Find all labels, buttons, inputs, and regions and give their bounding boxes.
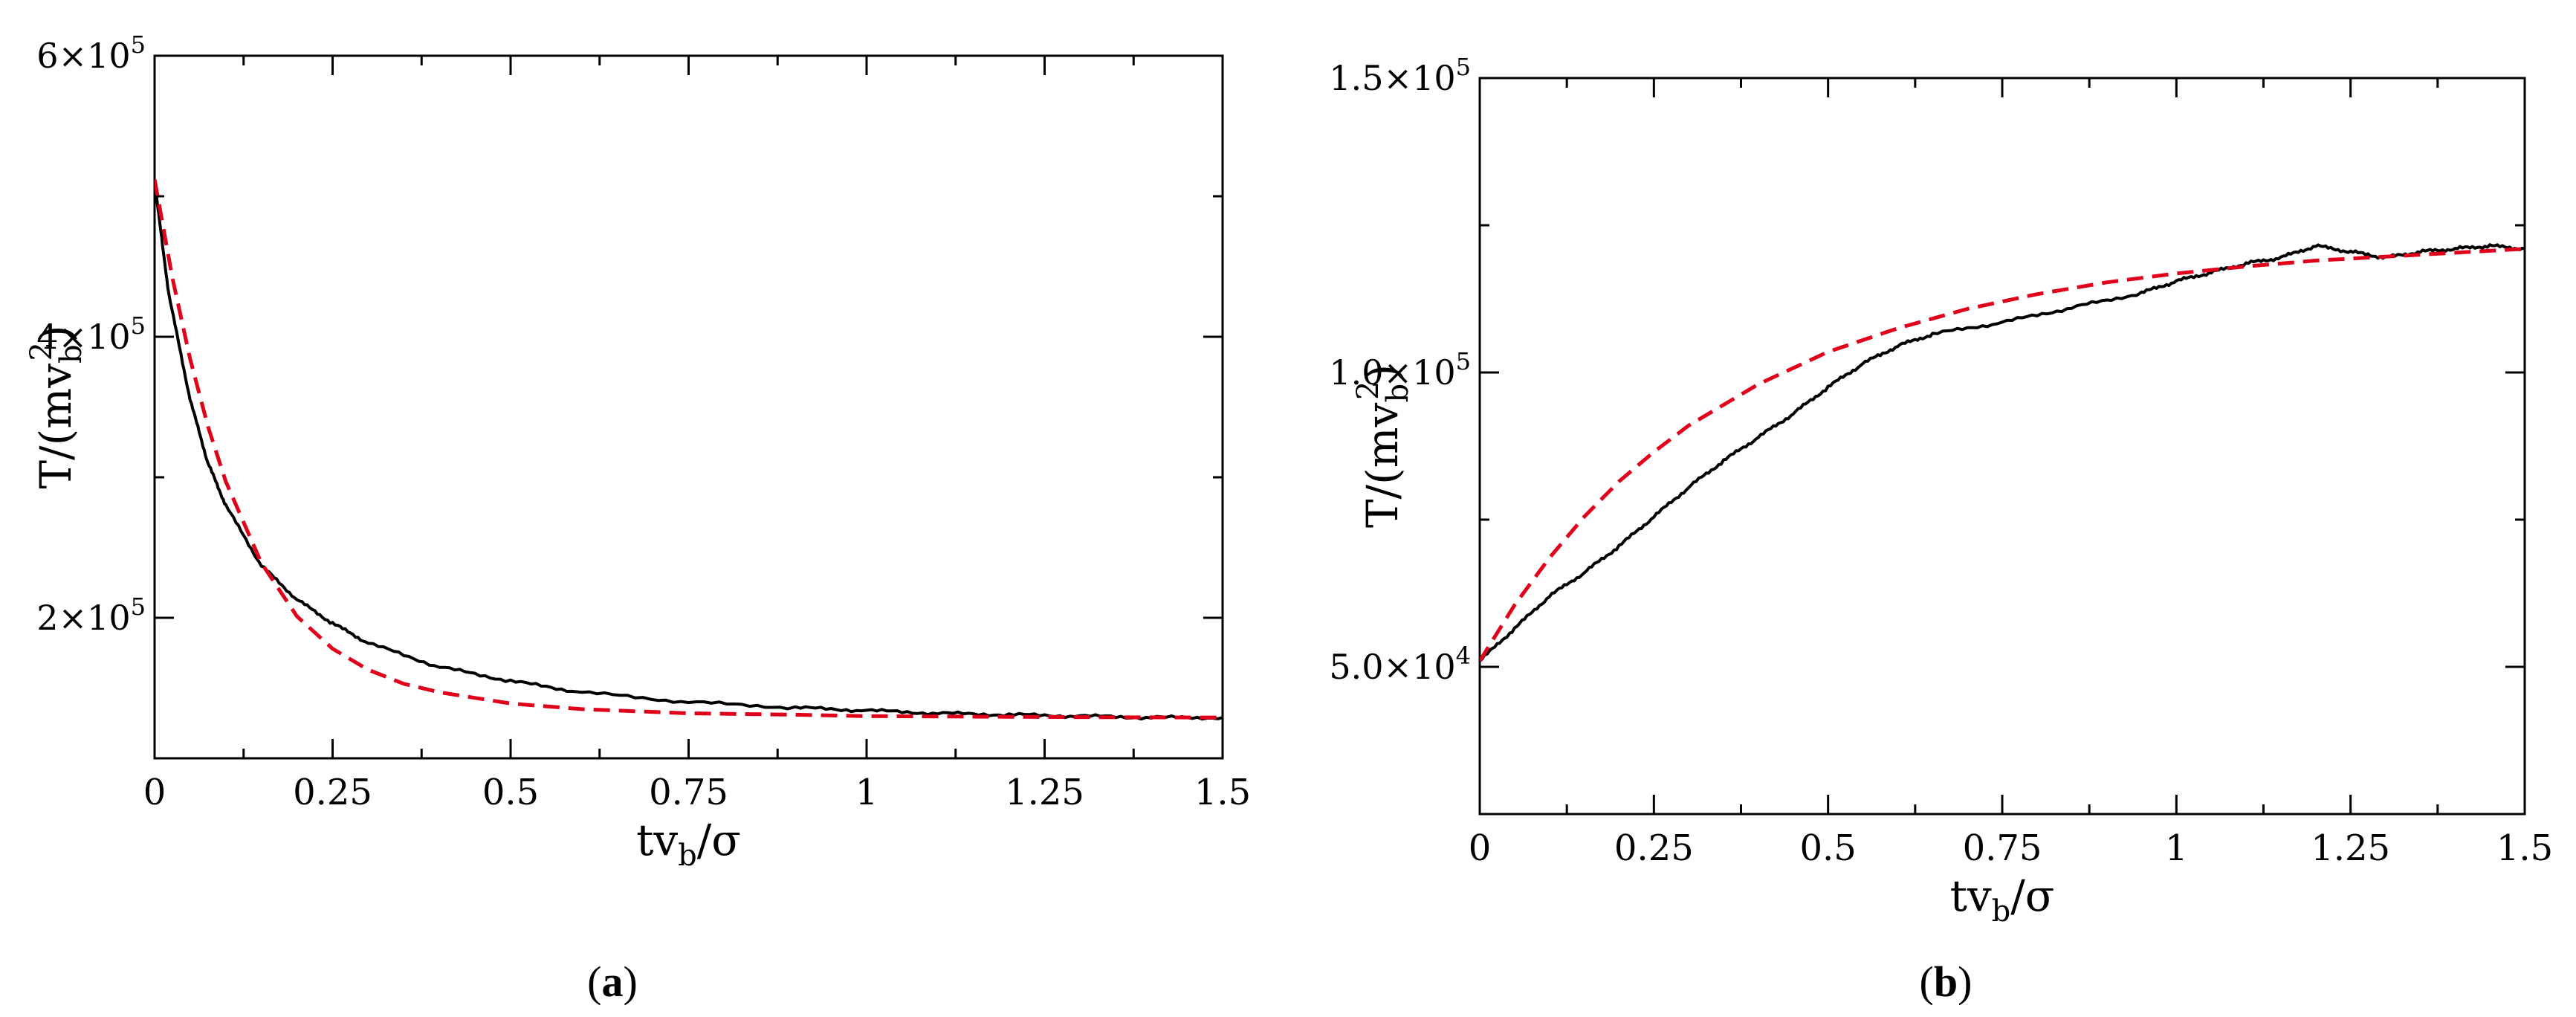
y-tick-label: 5.0×104 [1329, 642, 1471, 687]
x-tick-label: 0.5 [1799, 827, 1856, 869]
y-tick-label: 6×105 [36, 30, 146, 76]
series-line-solid [155, 181, 1223, 721]
y-tick-label: 2×105 [36, 593, 146, 638]
x-tick-label: 0.5 [482, 772, 539, 813]
x-axis-label: tvb/σ [636, 815, 741, 873]
x-axis-label: tvb/σ [1950, 871, 2055, 929]
x-tick-label: 0.25 [1614, 827, 1694, 869]
y-axis-label: T/(mvb2) [25, 325, 88, 488]
panel-b: 0 0.25 0.5 0.75 1 1.25 1.5 5.0×104 1.0×105 1.5×10… [1329, 53, 2553, 1006]
series-line-solid [1480, 243, 2525, 662]
y-tick-label: 1.0×105 [1329, 347, 1471, 393]
x-tick-label: 0.75 [1963, 827, 2042, 869]
x-tick-label: 1.25 [1005, 772, 1084, 813]
series-line-dashed [1480, 247, 2525, 662]
x-tick-label: 0.75 [649, 772, 728, 813]
x-tick-label: 1.25 [2311, 827, 2390, 869]
panel-label: (a) [587, 958, 638, 1006]
panel-label: (b) [1920, 958, 1973, 1006]
x-tick-label: 1.5 [1194, 772, 1251, 813]
x-tick-label: 0 [143, 772, 166, 813]
panel-a: 0 0.25 0.5 0.75 1 1.25 1.5 2×105 4×105 6×105 tvb/σ… [25, 30, 1251, 1006]
y-axis-label: T/(mvb2) [1351, 364, 1415, 528]
x-tick-label: 0.25 [293, 772, 372, 813]
series-line-dashed [155, 178, 1223, 720]
plot-frame [1478, 77, 2526, 816]
x-tick-label: 1 [2165, 827, 2188, 869]
plot-frame [153, 54, 1224, 760]
y-tick-label: 4×105 [36, 311, 146, 357]
x-tick-label: 1.5 [2496, 827, 2553, 869]
y-tick-label: 1.5×105 [1329, 53, 1471, 98]
x-tick-label: 0 [1469, 827, 1492, 869]
x-tick-label: 1 [855, 772, 878, 813]
